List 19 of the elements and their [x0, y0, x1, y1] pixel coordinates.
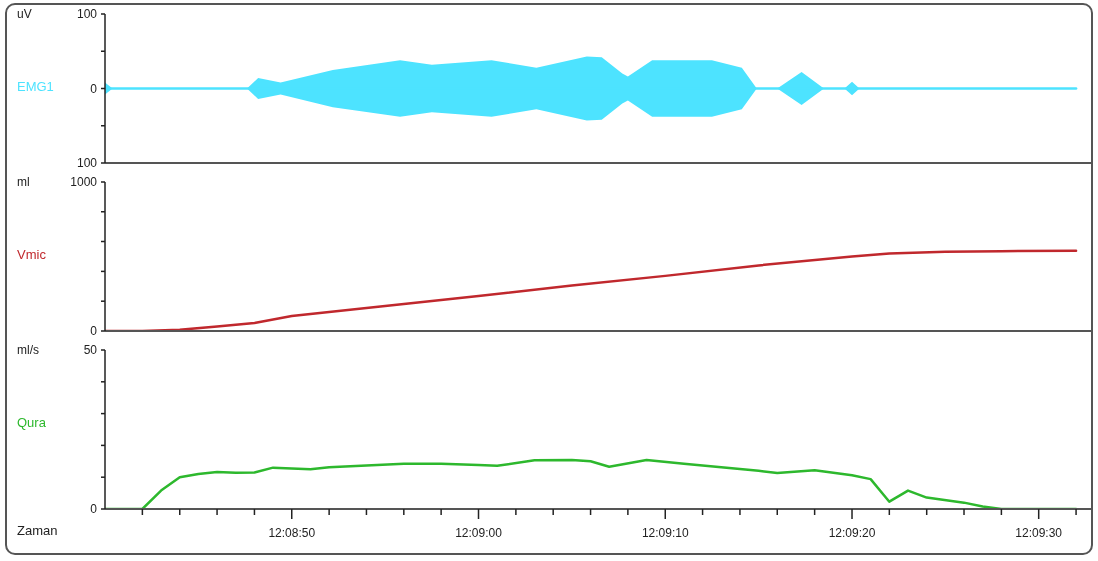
text: Qura [17, 415, 46, 430]
y-tick-label: 0 [90, 324, 98, 338]
y-tick-label: 100 [76, 7, 98, 21]
x-axis-title: Zaman [17, 523, 58, 538]
x-tick-label: 12:08:50 [268, 526, 316, 540]
x-tick-label: 12:09:10 [641, 526, 689, 540]
x-tick-label: 12:09:20 [828, 526, 876, 540]
x-tick-label: 12:09:30 [1015, 526, 1063, 540]
y-tick-label: 1000 [70, 175, 98, 189]
text: EMG1 [17, 79, 54, 94]
y-tick-label: 100 [76, 156, 98, 170]
y-tick-label: 0 [90, 502, 98, 516]
text: Vmic [17, 247, 46, 262]
y-axis-title: uV [17, 7, 32, 21]
y-axis-title: ml/s [17, 343, 39, 357]
x-tick-label: 12:09:00 [455, 526, 503, 540]
y-axis-title: ml [17, 175, 30, 189]
y-tick-label: 50 [83, 343, 98, 357]
y-tick-label: 0 [90, 81, 98, 96]
